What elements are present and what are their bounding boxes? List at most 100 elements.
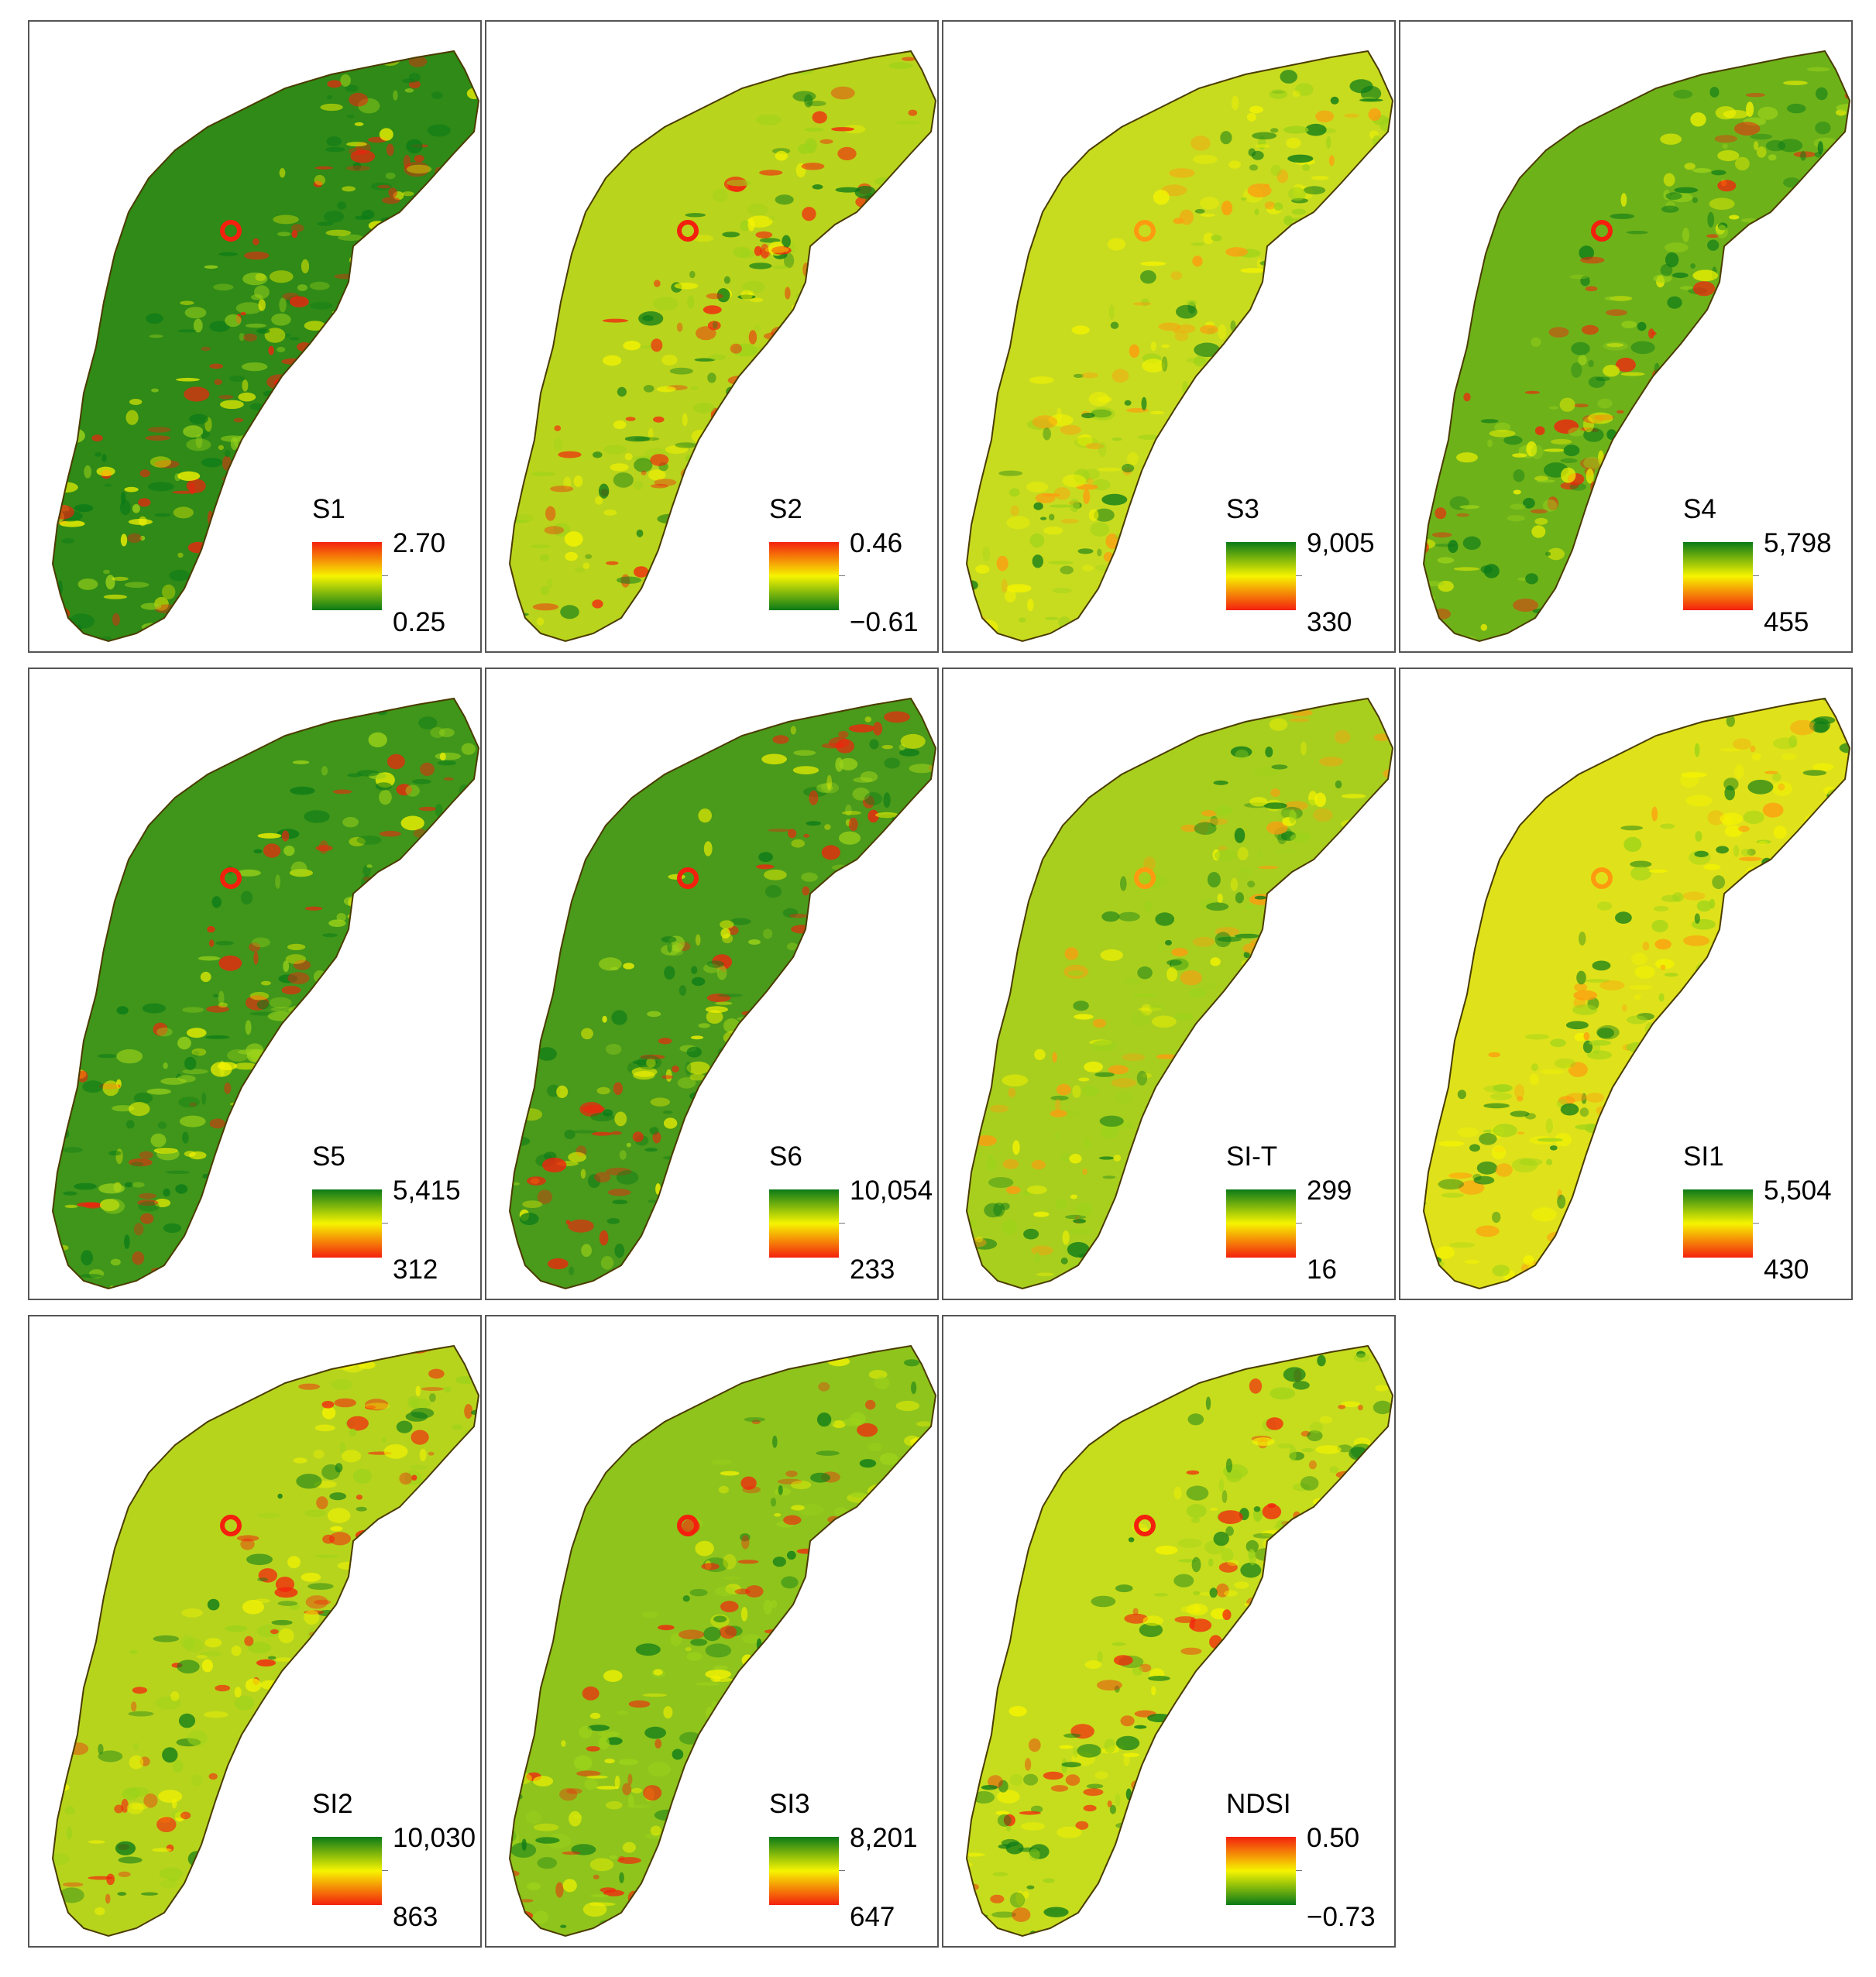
index-map-s6 [508, 697, 937, 1290]
legend-color-ramp [1226, 1837, 1296, 1905]
legend-color-ramp [769, 1189, 839, 1258]
legend-s2: S2 0.46 −0.61 [769, 494, 932, 649]
legend-tick [1753, 1223, 1759, 1224]
legend-tick [382, 575, 388, 576]
legend-color-ramp [769, 542, 839, 610]
map-panel-si1: SI1 5,504 430 [1399, 668, 1853, 1300]
legend-color-ramp [312, 542, 382, 610]
legend-max-value: 5,415 [393, 1176, 461, 1206]
legend-tick [839, 1870, 845, 1871]
legend-color-ramp [1683, 1189, 1753, 1258]
legend-max-value: 5,798 [1764, 528, 1832, 558]
study-region-s2 [510, 51, 936, 641]
region-outline-si3 [508, 1344, 937, 1938]
index-map-s5 [51, 697, 480, 1290]
study-region-sit [967, 698, 1393, 1289]
legend-title: SI2 [312, 1789, 353, 1819]
legend-title: SI3 [769, 1789, 810, 1819]
legend-max-value: 8,201 [850, 1823, 918, 1853]
legend-title: NDSI [1226, 1789, 1291, 1819]
legend-min-value: 312 [393, 1255, 438, 1285]
legend-s5: S5 5,415 312 [312, 1141, 475, 1296]
legend-s4: S4 5,798 455 [1683, 494, 1846, 649]
legend-tick [1296, 575, 1302, 576]
map-panel-sit: SI-T 299 16 [942, 668, 1396, 1300]
region-outline-s1 [51, 50, 480, 643]
map-panel-s2: S2 0.46 −0.61 [485, 20, 939, 653]
legend-title: S5 [312, 1141, 345, 1172]
region-outline-s3 [965, 50, 1394, 643]
map-panel-s6: S6 10,054 233 [485, 668, 939, 1300]
legend-max-value: 0.46 [850, 528, 903, 558]
region-outline-s5 [51, 697, 480, 1290]
legend-si2: SI2 10,030 863 [312, 1789, 476, 1944]
legend-max-value: 10,030 [393, 1823, 476, 1853]
legend-max-value: 299 [1307, 1176, 1352, 1206]
legend-min-value: −0.61 [850, 607, 919, 637]
legend-min-value: 455 [1764, 607, 1809, 637]
region-outline-s6 [508, 697, 937, 1290]
map-panel-s1: S1 2.70 0.25 [28, 20, 482, 653]
legend-title: SI1 [1683, 1141, 1724, 1172]
map-panel-s3: S3 9,005 330 [942, 20, 1396, 653]
index-map-s1 [51, 50, 480, 643]
index-map-ndsi [965, 1344, 1394, 1938]
legend-color-ramp [312, 1189, 382, 1258]
legend-title: S1 [312, 494, 345, 524]
legend-s3: S3 9,005 330 [1226, 494, 1389, 649]
legend-tick [1753, 575, 1759, 576]
legend-tick [839, 575, 845, 576]
region-outline-si2 [51, 1344, 480, 1938]
legend-si1: SI1 5,504 430 [1683, 1141, 1846, 1296]
legend-si3: SI3 8,201 647 [769, 1789, 932, 1944]
region-outline-s4 [1422, 50, 1851, 643]
map-panel-si2: SI2 10,030 863 [28, 1315, 482, 1948]
legend-title: S2 [769, 494, 802, 524]
legend-max-value: 0.50 [1307, 1823, 1360, 1853]
index-map-sit [965, 697, 1394, 1290]
legend-title: S6 [769, 1141, 802, 1172]
legend-ndsi: NDSI 0.50 −0.73 [1226, 1789, 1389, 1944]
legend-max-value: 2.70 [393, 528, 446, 558]
legend-min-value: 330 [1307, 607, 1352, 637]
legend-title: S4 [1683, 494, 1716, 524]
legend-min-value: −0.73 [1307, 1902, 1376, 1932]
legend-color-ramp [1226, 542, 1296, 610]
legend-title: SI-T [1226, 1141, 1278, 1172]
legend-s1: S1 2.70 0.25 [312, 494, 475, 649]
index-map-s3 [965, 50, 1394, 643]
index-map-si1 [1422, 697, 1851, 1290]
legend-tick [1296, 1870, 1302, 1871]
legend-color-ramp [312, 1837, 382, 1905]
legend-min-value: 0.25 [393, 607, 446, 637]
region-outline-s2 [508, 50, 937, 643]
legend-max-value: 5,504 [1764, 1176, 1832, 1206]
study-region-si2 [53, 1346, 479, 1936]
index-map-s2 [508, 50, 937, 643]
legend-tick [1296, 1223, 1302, 1224]
legend-tick [382, 1870, 388, 1871]
region-outline-ndsi [965, 1344, 1394, 1938]
legend-s6: S6 10,054 233 [769, 1141, 933, 1296]
legend-min-value: 863 [393, 1902, 438, 1932]
study-region-ndsi [967, 1346, 1393, 1936]
study-region-s1 [53, 51, 479, 641]
map-panel-si3: SI3 8,201 647 [485, 1315, 939, 1948]
region-outline-sit [965, 697, 1394, 1290]
study-region-s3 [967, 51, 1393, 641]
index-map-s4 [1422, 50, 1851, 643]
legend-min-value: 16 [1307, 1255, 1337, 1285]
map-panel-s5: S5 5,415 312 [28, 668, 482, 1300]
index-map-si3 [508, 1344, 937, 1938]
legend-color-ramp [769, 1837, 839, 1905]
index-map-si2 [51, 1344, 480, 1938]
legend-color-ramp [1226, 1189, 1296, 1258]
region-outline-si1 [1422, 697, 1851, 1290]
legend-max-value: 10,054 [850, 1176, 933, 1206]
legend-color-ramp [1683, 542, 1753, 610]
legend-min-value: 647 [850, 1902, 895, 1932]
legend-title: S3 [1226, 494, 1259, 524]
map-panel-s4: S4 5,798 455 [1399, 20, 1853, 653]
legend-sit: SI-T 299 16 [1226, 1141, 1389, 1296]
